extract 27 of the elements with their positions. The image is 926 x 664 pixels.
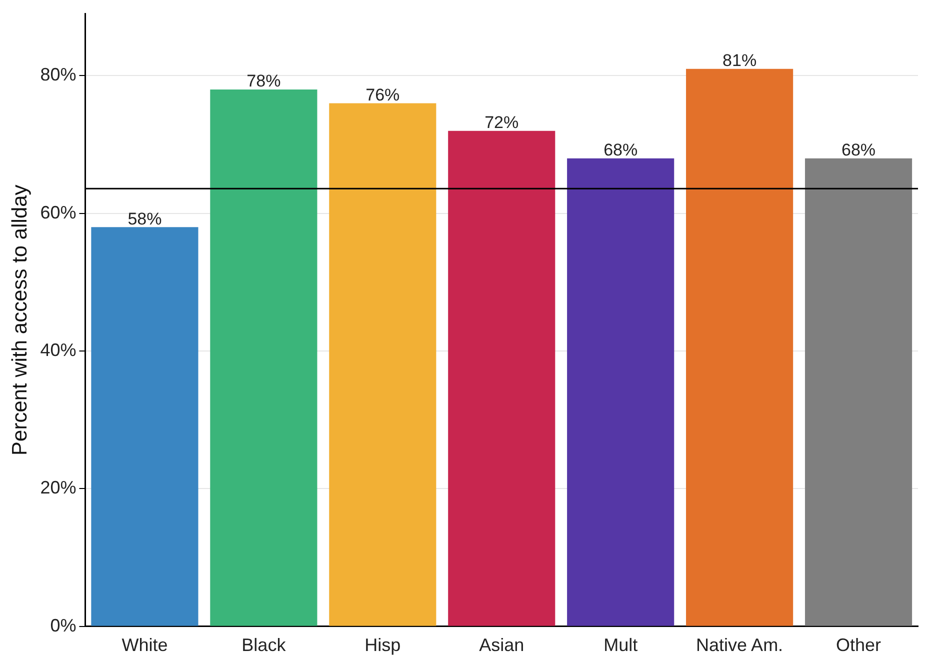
- x-tick-label: Mult: [604, 635, 638, 656]
- bar: [804, 158, 912, 626]
- x-tick-label: Other: [836, 635, 882, 656]
- x-tick-label: Black: [242, 635, 287, 656]
- y-tick-label: 20%: [40, 478, 76, 498]
- x-tick-label: Asian: [479, 635, 524, 656]
- bar: [210, 90, 318, 626]
- y-axis-title: Percent with access to allday: [8, 184, 32, 456]
- x-tick-label: Hisp: [364, 635, 401, 656]
- data-label: 58%: [128, 209, 162, 228]
- y-tick-label: 0%: [50, 615, 76, 636]
- bar: [91, 227, 198, 626]
- y-tick-label: 40%: [40, 340, 76, 360]
- bar: [686, 68, 794, 626]
- x-tick-label: Native Am.: [696, 635, 784, 656]
- x-tick-label: White: [122, 635, 168, 656]
- data-label: 72%: [484, 113, 519, 132]
- bar: [329, 103, 436, 626]
- data-label: 76%: [366, 85, 400, 104]
- y-tick-label: 80%: [40, 64, 76, 85]
- bar: [448, 130, 556, 626]
- data-label: 68%: [604, 140, 638, 160]
- data-label: 78%: [246, 72, 281, 91]
- bar: [567, 158, 674, 626]
- data-label: 68%: [842, 140, 876, 160]
- y-tick-label: 60%: [40, 202, 76, 222]
- data-label: 81%: [722, 51, 757, 70]
